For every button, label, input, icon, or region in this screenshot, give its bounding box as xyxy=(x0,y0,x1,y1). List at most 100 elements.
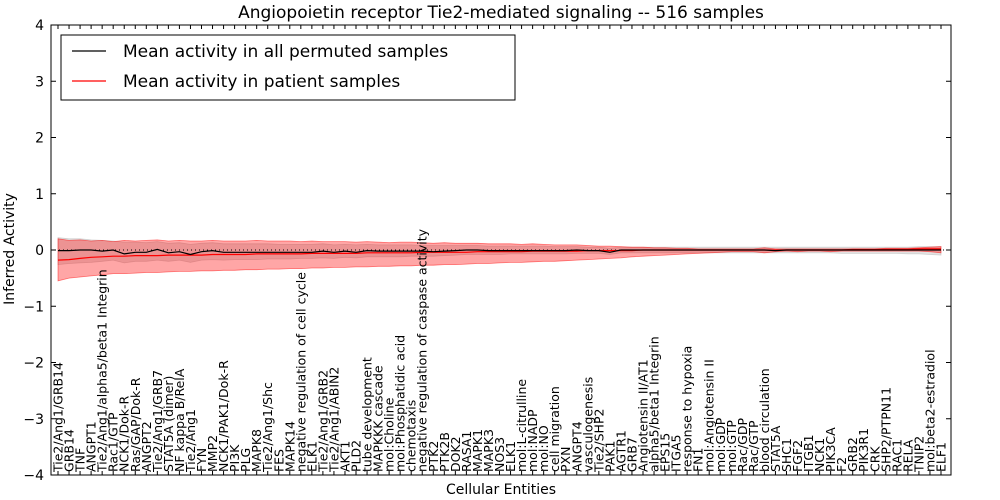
x-tick-label: Rac1/GTP xyxy=(106,412,121,472)
y-tick-label: 1 xyxy=(35,187,44,203)
x-tick-label: Ras/GAP/Dok-R xyxy=(128,377,143,472)
x-tick-label: alpha5/beta1 Integrin xyxy=(647,336,662,472)
x-tick-label: FES xyxy=(271,449,286,472)
y-tick-label: 4 xyxy=(35,18,44,34)
x-tick-label: TNF xyxy=(73,448,88,473)
x-tick-label: cell migration xyxy=(547,386,562,472)
y-tick-label: 2 xyxy=(35,131,44,147)
x-tick-label: FGF2 xyxy=(790,440,805,472)
x-tick-label: MAPK14 xyxy=(282,421,297,472)
x-tick-label: MAPK8 xyxy=(249,429,264,472)
x-tick-label: mol:Choline xyxy=(382,397,397,472)
x-tick-label: mol:GDP xyxy=(713,417,728,472)
x-tick-label: mol:Phosphatidic acid xyxy=(393,335,408,472)
legend-label-permuted: Mean activity in all permuted samples xyxy=(123,42,448,62)
x-tick-label: chemotaxis xyxy=(404,400,419,472)
legend: Mean activity in all permuted samples Me… xyxy=(60,34,516,101)
x-tick-label: NCK1 xyxy=(812,438,827,472)
x-tick-label: RAC1 xyxy=(889,439,904,472)
x-tick-label: mol:GTP xyxy=(724,420,739,472)
x-tick-label: AKT1 xyxy=(338,441,353,472)
x-tick-label: SHC1 xyxy=(779,438,794,472)
x-tick-label: mol:NADP xyxy=(525,409,540,472)
x-tick-label: Tie2/Ang1/ABIN2 xyxy=(326,367,341,473)
x-tick-label: AGTR1 xyxy=(613,430,628,472)
y-tick-label: −1 xyxy=(23,299,44,315)
x-tick-label: ELK1 xyxy=(503,441,518,472)
x-tick-label: TNIP2 xyxy=(911,436,926,473)
x-tick-label: EPS15 xyxy=(658,433,673,472)
x-tick-label: tube development xyxy=(360,357,375,472)
x-tick-label: PI3K xyxy=(227,444,242,472)
x-tick-label: SHP2/PTPN11 xyxy=(878,387,893,472)
chart-title: Angiopoietin receptor Tie2-mediated sign… xyxy=(238,3,764,23)
x-tick-label: Rac/GDP xyxy=(735,418,750,472)
x-tick-label: GRB2 xyxy=(845,437,860,472)
legend-box xyxy=(60,34,516,101)
x-tick-label: Angiotensin II/AT1 xyxy=(636,359,651,472)
y-tick-label: −3 xyxy=(23,412,44,428)
y-tick-label: −2 xyxy=(23,356,44,372)
x-axis-label: Cellular Entities xyxy=(446,482,556,498)
x-tick-label: Tie2/Ang1 xyxy=(183,409,198,473)
band-patient xyxy=(57,238,942,282)
x-tick-label: mol:Angiotensin II xyxy=(702,359,717,472)
x-tick-label: Tie2/Ang1/alpha5/beta1 Integrin xyxy=(95,269,110,473)
x-tick-label: F2 xyxy=(834,457,849,472)
x-tick-label: NF kappa B/RelA xyxy=(172,368,187,472)
x-tick-label: MAPK3 xyxy=(481,429,496,472)
x-tick-label: RASA1 xyxy=(459,431,474,472)
x-tick-label: Tie2/SHP2 xyxy=(591,409,606,473)
x-tick-label: CRK xyxy=(867,446,882,472)
x-tick-label: Tie2/Ang1/GRB2 xyxy=(315,370,330,473)
line-permuted-mean xyxy=(58,248,941,256)
x-tick-label: Tie2/Ang1/GRB7 xyxy=(150,370,165,473)
x-tick-label: mol:L-citrulline xyxy=(514,379,529,472)
x-tick-label: blood circulation xyxy=(757,368,772,472)
x-tick-label: GRB14 xyxy=(62,429,77,472)
x-tick-label: PLG xyxy=(238,448,253,472)
x-tick-label: PIK3CA xyxy=(823,427,838,472)
x-tick-label: MAPKKK cascade xyxy=(371,365,386,472)
x-tick-label: PAK1 xyxy=(602,441,617,472)
series-lines xyxy=(57,248,941,261)
legend-label-patient: Mean activity in patient samples xyxy=(123,72,400,92)
y-tick-label: 0 xyxy=(35,243,44,259)
x-tick-label: MMP2 xyxy=(205,435,220,472)
x-tick-label: FYN xyxy=(194,448,209,472)
x-tick-label: ELF1 xyxy=(934,442,949,472)
x-tick-label: GRB7 xyxy=(625,437,640,472)
x-tick-label: negative regulation of caspase activity xyxy=(415,228,430,472)
x-tick-label: mol:beta2-estradiol xyxy=(923,349,938,472)
y-tick-label: −4 xyxy=(23,468,44,484)
x-tick-label: PIK3R1 xyxy=(856,428,871,472)
x-tick-label: STAT5A xyxy=(768,425,783,472)
y-ticks: −4 −3 −2 −1 0 1 2 3 4 xyxy=(23,18,951,484)
x-tick-label: ANGPT4 xyxy=(569,421,584,472)
x-tick-label: PXN xyxy=(558,447,573,472)
x-tick-label: PTK2 xyxy=(426,441,441,472)
x-tick-label: mol:NO xyxy=(536,425,551,472)
x-tick-label: ANGPT2 xyxy=(139,421,154,472)
x-tick-label: ELK1 xyxy=(304,441,319,472)
x-tick-label: negative regulation of cell cycle xyxy=(293,272,308,472)
x-tick-label: vasculogenesis xyxy=(580,377,595,472)
x-tick-label: ITGA5 xyxy=(669,434,684,472)
x-tick-label: Tie2/Ang1/GRB14 xyxy=(51,362,66,473)
y-tick-label: 3 xyxy=(35,74,44,90)
x-tick-label: NOS3 xyxy=(492,437,507,472)
x-tick-label: response to hypoxia xyxy=(680,346,695,472)
x-tick-label: RELA xyxy=(900,439,915,472)
x-tick-label: ITGB1 xyxy=(801,434,816,472)
x-tick-label: Tie2/Ang1/Shc xyxy=(260,382,275,473)
x-tick-label: Rac/GTP xyxy=(746,420,761,472)
x-tick-label: STAT5A (dimer) xyxy=(161,376,176,472)
x-tick-label: NCK1/Dok-R xyxy=(117,396,132,472)
plot-frame xyxy=(50,24,952,476)
confidence-bands xyxy=(57,237,942,282)
x-tick-label: DOK2 xyxy=(448,436,463,472)
x-ticks: Tie2/Ang1/GRB14GRB14TNFANGPT1Tie2/Ang1/a… xyxy=(51,25,949,475)
x-tick-label: ANGPT1 xyxy=(84,421,99,472)
x-tick-label: FN1 xyxy=(691,448,706,473)
